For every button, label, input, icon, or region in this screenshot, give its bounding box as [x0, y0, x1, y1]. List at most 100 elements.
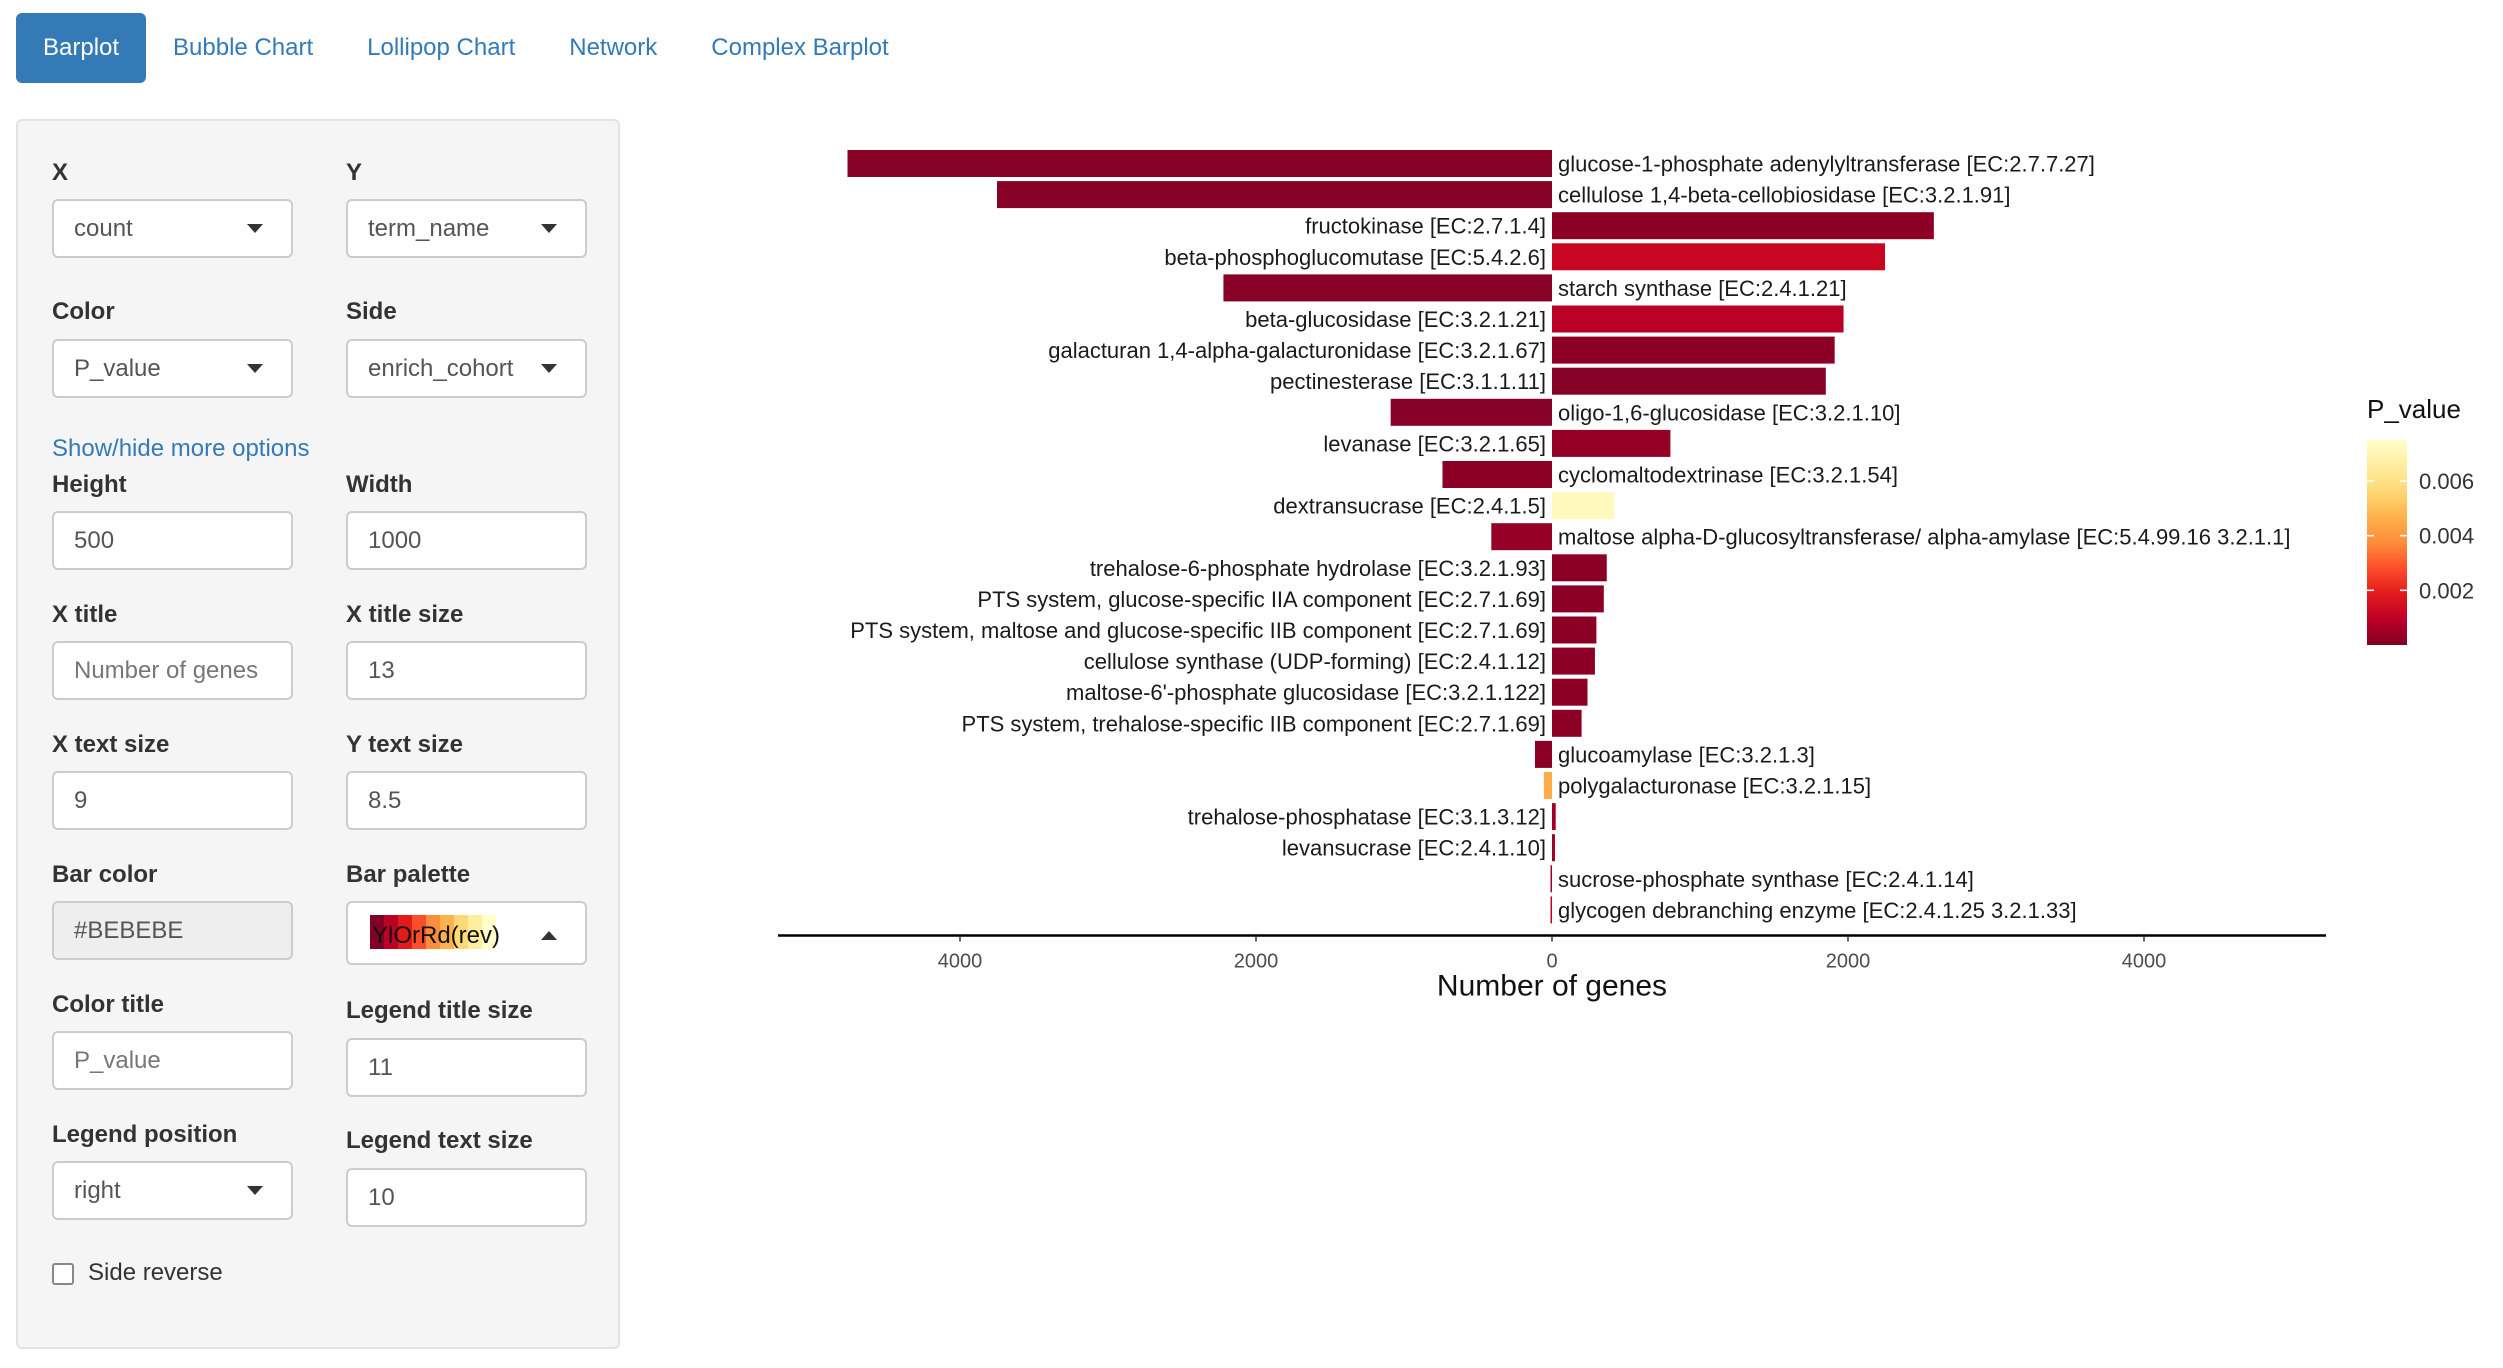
y-label: Y [346, 159, 363, 186]
bar-label: cellulose 1,4-beta-cellobiosidase [EC:3.… [1558, 183, 2011, 208]
bar [1491, 523, 1552, 551]
bar [1552, 367, 1826, 395]
legend-tick-label: 0.006 [2419, 469, 2474, 494]
legend-colorbar [2367, 440, 2407, 645]
bar [1552, 678, 1588, 706]
chevron-down-icon [247, 364, 263, 373]
height-label: Height [52, 471, 127, 498]
palette-swatch [384, 915, 398, 949]
bar [1552, 585, 1604, 613]
bar-label: maltose alpha-D-glucosyltransferase/ alp… [1558, 525, 2291, 550]
color-select[interactable]: P_value [52, 339, 293, 398]
tab-bar: Barplot Bubble Chart Lollipop Chart Netw… [16, 13, 916, 83]
x-select-value: count [74, 215, 133, 242]
width-input[interactable]: 1000 [346, 511, 587, 570]
bar-color-label: Bar color [52, 861, 158, 888]
bar [847, 150, 1552, 177]
bar-label: PTS system, trehalose-specific IIB compo… [962, 711, 1546, 736]
y-select[interactable]: term_name [346, 199, 587, 258]
bar [1552, 212, 1934, 240]
options-panel: X count Y term_name Color P_value Side e… [16, 119, 620, 1349]
side-reverse-checkbox[interactable] [52, 1263, 74, 1285]
palette-swatch [398, 915, 412, 949]
bar-color-input[interactable]: #BEBEBE [52, 901, 293, 960]
palette-swatch [370, 915, 384, 949]
height-input[interactable]: 500 [52, 511, 293, 570]
x-select[interactable]: count [52, 199, 293, 258]
legend-text-size-input[interactable]: 10 [346, 1168, 587, 1227]
legend-title: P_value [2367, 394, 2461, 424]
bar-label: maltose-6'-phosphate glucosidase [EC:3.2… [1066, 680, 1546, 705]
bar-label: oligo-1,6-glucosidase [EC:3.2.1.10] [1558, 400, 1900, 425]
legend-tick-label: 0.004 [2419, 524, 2474, 549]
y-text-size-input[interactable]: 8.5 [346, 771, 587, 830]
bar-label: levanase [EC:3.2.1.65] [1323, 431, 1546, 456]
more-options-link[interactable]: Show/hide more options [52, 435, 310, 462]
bar [1552, 803, 1556, 831]
bar [1552, 492, 1615, 520]
bar [1552, 647, 1595, 675]
bar-label: glucoamylase [EC:3.2.1.3] [1558, 742, 1815, 767]
x-title-label: X title [52, 601, 118, 628]
bar-palette-value: YlOrRd(rev) [372, 922, 501, 949]
side-label: Side [346, 298, 397, 325]
color-title-input[interactable]: P_value [52, 1031, 293, 1090]
bar [1550, 896, 1552, 924]
bar-label: sucrose-phosphate synthase [EC:2.4.1.14] [1558, 867, 1974, 892]
bar-label: levansucrase [EC:2.4.1.10] [1282, 836, 1546, 861]
palette-swatch [412, 915, 426, 949]
legend-position-select[interactable]: right [52, 1161, 293, 1220]
color-title-label: Color title [52, 991, 164, 1018]
bar-label: beta-glucosidase [EC:3.2.1.21] [1245, 307, 1546, 332]
bar [1552, 243, 1885, 271]
bar [1534, 740, 1552, 768]
bar [1552, 429, 1671, 457]
legend-title-size-label: Legend title size [346, 997, 533, 1024]
bar-palette-label: Bar palette [346, 861, 471, 888]
tab-complex-barplot[interactable]: Complex Barplot [711, 34, 889, 61]
width-label: Width [346, 471, 413, 498]
side-select-value: enrich_cohort [368, 355, 514, 382]
x-text-size-label: X text size [52, 731, 170, 758]
x-label: X [52, 159, 69, 186]
bar-label: beta-phosphoglucomutase [EC:5.4.2.6] [1164, 245, 1546, 270]
palette-swatches [370, 915, 496, 949]
bar [1552, 336, 1835, 364]
bar-label: fructokinase [EC:2.7.1.4] [1305, 214, 1546, 239]
x-tick-label: 0 [1546, 951, 1557, 973]
side-reverse-label: Side reverse [88, 1259, 223, 1286]
bar-palette-select[interactable]: YlOrRd(rev) [346, 901, 587, 965]
legend-position-value: right [74, 1177, 121, 1204]
legend-title-size-input[interactable]: 11 [346, 1038, 587, 1097]
x-title-input[interactable]: Number of genes [52, 641, 293, 700]
bar [1390, 398, 1552, 426]
bar [1442, 461, 1552, 488]
x-title-size-label: X title size [346, 601, 464, 628]
legend-position-label: Legend position [52, 1121, 238, 1148]
side-select[interactable]: enrich_cohort [346, 339, 587, 398]
legend-text-size-label: Legend text size [346, 1127, 533, 1154]
x-tick-label: 4000 [938, 951, 983, 973]
color-select-value: P_value [74, 355, 161, 382]
bar-label: pectinesterase [EC:3.1.1.11] [1270, 369, 1546, 394]
chevron-down-icon [541, 224, 557, 233]
y-text-size-label: Y text size [346, 731, 463, 758]
x-text-size-input[interactable]: 9 [52, 771, 293, 830]
bar-label: glucose-1-phosphate adenylyltransferase … [1558, 152, 2095, 177]
chevron-up-icon [541, 931, 557, 940]
bar [1552, 305, 1844, 333]
y-select-value: term_name [368, 215, 490, 242]
chevron-down-icon [247, 224, 263, 233]
chevron-down-icon [541, 364, 557, 373]
tab-network[interactable]: Network [569, 34, 658, 61]
bar [1550, 865, 1552, 893]
tab-lollipop-chart[interactable]: Lollipop Chart [367, 34, 516, 61]
chevron-down-icon [247, 1186, 263, 1195]
bar [1552, 554, 1607, 582]
tab-bubble-chart[interactable]: Bubble Chart [173, 34, 314, 61]
x-title-size-input[interactable]: 13 [346, 641, 587, 700]
color-label: Color [52, 298, 115, 325]
palette-swatch [426, 915, 440, 949]
bar-label: trehalose-phosphatase [EC:3.1.3.12] [1188, 805, 1546, 830]
tab-barplot[interactable]: Barplot [16, 13, 147, 83]
